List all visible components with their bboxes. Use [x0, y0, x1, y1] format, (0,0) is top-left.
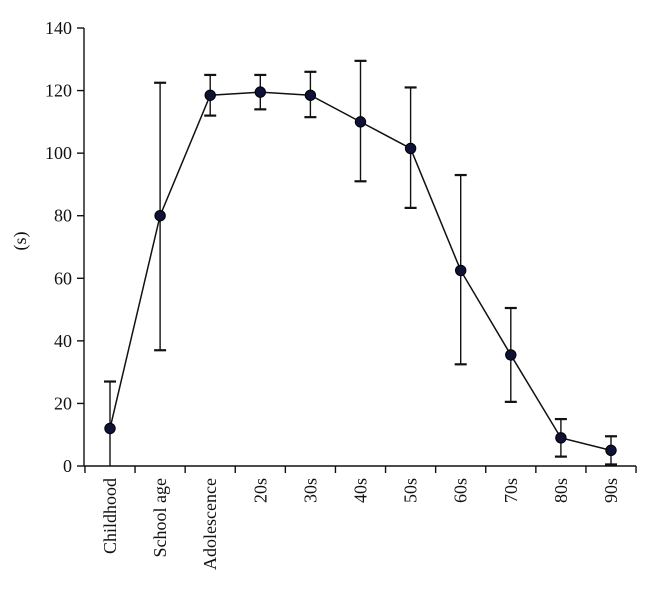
x-category-label: 70s: [501, 478, 521, 503]
y-tick-label: 20: [54, 393, 72, 413]
x-category-label: 50s: [401, 478, 421, 503]
data-point: [354, 116, 367, 128]
x-axis: Childhood School age Adolescence 20s 30s 40s 5…: [84, 465, 637, 570]
data-point: [204, 89, 216, 101]
x-category-label: 80s: [551, 478, 571, 503]
x-category-label: 30s: [300, 478, 320, 503]
data-points: [104, 86, 617, 457]
y-tick-label: 60: [54, 268, 72, 288]
y-tick-label: 40: [54, 331, 72, 351]
x-category-label: 90s: [601, 478, 621, 503]
data-point: [304, 89, 317, 101]
data-point: [254, 86, 266, 98]
data-point: [104, 422, 116, 435]
y-axis-title: (s): [10, 232, 31, 251]
x-category-label: 60s: [451, 478, 471, 503]
y-axis: 0 20 40 60 80 100 120 140: [45, 18, 85, 476]
data-point: [555, 432, 567, 444]
data-point: [404, 142, 417, 155]
x-category-label: Adolescence: [200, 478, 220, 570]
x-category-label: Childhood: [100, 478, 120, 554]
y-tick-label: 0: [63, 456, 72, 476]
y-tick-label: 120: [45, 81, 72, 101]
y-tick-label: 140: [45, 18, 72, 38]
data-point: [455, 264, 467, 277]
x-category-label: School age: [150, 478, 170, 557]
data-point: [505, 349, 517, 361]
x-category-label: 40s: [351, 478, 371, 503]
x-category-label: 20s: [250, 478, 270, 503]
data-point: [154, 210, 166, 222]
data-point: [605, 444, 617, 457]
y-tick-label: 80: [54, 206, 72, 226]
y-tick-label: 100: [45, 143, 72, 163]
